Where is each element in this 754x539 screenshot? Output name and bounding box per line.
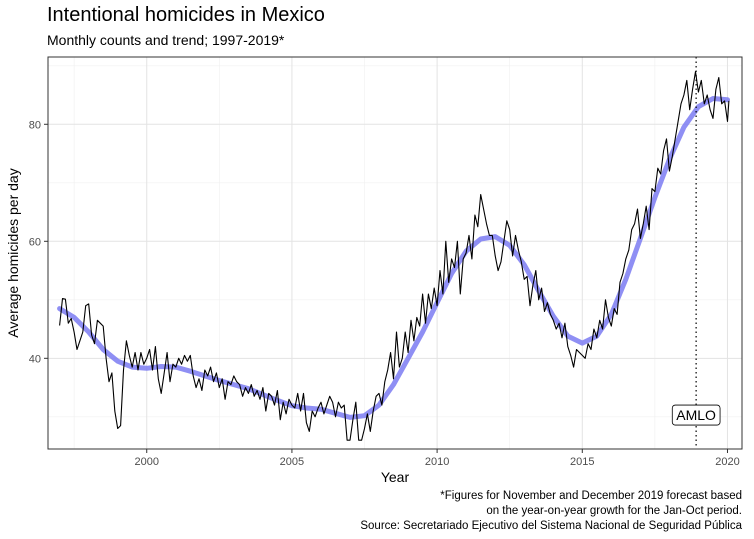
x-tick-label: 2000 [134, 456, 158, 468]
plot-panel [47, 56, 743, 450]
plot-border [47, 56, 743, 450]
y-tick-label: 40 [29, 353, 41, 365]
trend-line [57, 96, 730, 420]
x-tick-label: 2015 [570, 456, 594, 468]
x-tick-label: 2020 [715, 456, 739, 468]
y-axis-label: Average homicides per day [5, 168, 21, 337]
annotation-layer: AMLO [671, 57, 721, 449]
x-tick-label: 2005 [280, 456, 304, 468]
series-layer [57, 71, 730, 441]
axis-layer: 2000 2005 2010 2015 2020 40 60 80 [29, 119, 740, 468]
chart-caption: *Figures for November and December 2019 … [360, 489, 742, 534]
monthly-homicides-line [59, 71, 730, 441]
x-tick-label: 2010 [425, 456, 449, 468]
amlo-label-box [671, 404, 721, 426]
y-tick-label: 80 [29, 119, 41, 131]
amlo-label: AMLO [676, 407, 716, 423]
x-axis-label: Year [381, 469, 410, 485]
grid-minor [48, 57, 742, 449]
caption-line-source: Source: Secretariado Ejecutivo del Siste… [360, 520, 742, 532]
chart-subtitle: Monthly counts and trend; 1997-2019* [47, 32, 285, 48]
caption-line-period: on the year-on-year growth for the Jan-O… [486, 505, 742, 517]
grid-major [48, 57, 742, 449]
chart-title: Intentional homicides in Mexico [47, 4, 325, 26]
caption-line-forecast: *Figures for November and December 2019 … [440, 490, 742, 502]
y-tick-label: 60 [29, 236, 41, 248]
